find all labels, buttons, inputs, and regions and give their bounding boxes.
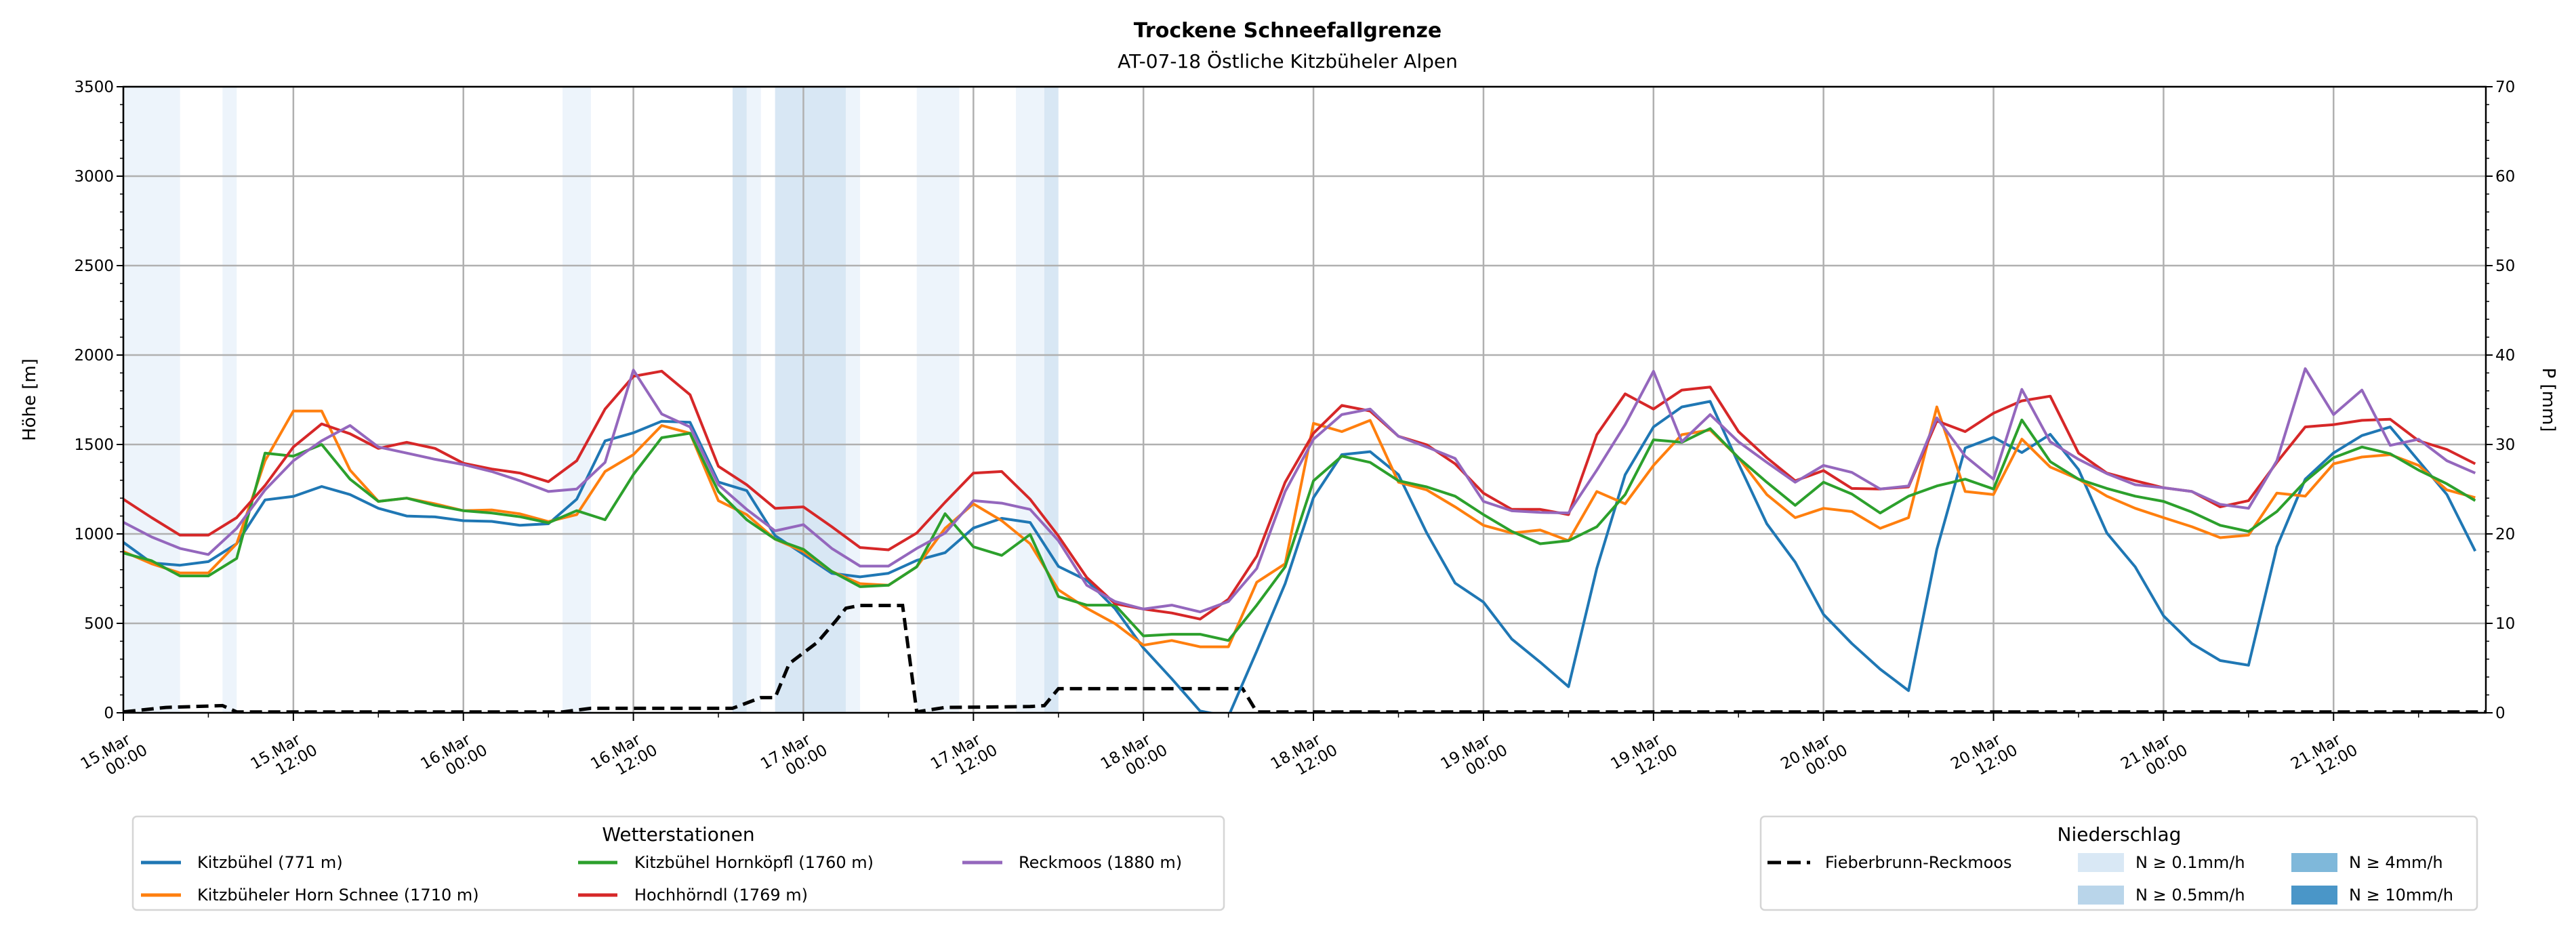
y-right-tick-label: 0 [2495,705,2506,722]
x-tick-label: 20.Mar00:00 [1778,726,1850,789]
legend-title: Niederschlag [2058,823,2182,846]
y-right-tick-label: 30 [2495,436,2515,454]
x-tick-label: 15.Mar12:00 [248,726,321,789]
precip-line-fieberbrunn-reckmoos [123,604,2486,713]
legend-swatch-n4 [2291,853,2337,872]
legend-label: N ≥ 0.5mm/h [2135,886,2245,905]
x-tick-label: 20.Mar12:00 [1948,726,2020,789]
legend-label: Kitzbühel (771 m) [197,853,343,872]
axes: 0 500 1000 1500 2000 2500 3000 3500 0 10 20 30 40 50 6… [74,79,2515,789]
y-axis-right-label: P [mm] [2538,368,2558,432]
series-line-0 [123,400,2477,713]
precip-band [222,87,237,713]
x-tick-label: 18.Mar12:00 [1268,726,1341,789]
x-tick-label: 21.Mar00:00 [2118,726,2190,789]
legend-label: Fieberbrunn-Reckmoos [1825,853,2011,872]
precip-band [775,87,846,713]
legend-label: N ≥ 0.1mm/h [2135,853,2245,872]
legend-precipitation: Niederschlag Fieberbrunn-Reckmoos N ≥ 0.… [1759,815,2478,911]
series-line-4 [123,367,2476,614]
chart-title: Trockene Schneefallgrenze [1134,19,1442,43]
x-tick-label: 17.Mar12:00 [928,726,1000,789]
legend-box [131,815,1225,911]
grid [122,85,2486,714]
plot-frame [122,85,2487,714]
legend-stations: Wetterstationen Kitzbühel (771 m) Kitzbü… [131,815,1225,911]
precip-band [1016,87,1044,713]
precip-band [123,87,180,713]
y-right-tick-label: 10 [2495,615,2515,633]
chart-subtitle: AT-07-18 Östliche Kitzbüheler Alpen [1118,49,1458,72]
series-lines [123,367,2486,713]
y-tick-label: 0 [104,705,114,722]
x-tick-label: 16.Mar12:00 [588,726,660,789]
y-right-tick-label: 40 [2495,347,2515,365]
x-tick-label: 17.Mar00:00 [758,726,830,789]
legend-swatch-n01 [2078,853,2124,872]
y-right-tick-label: 70 [2495,79,2515,96]
y-tick-label: 3000 [74,168,114,186]
x-tick-label: 16.Mar00:00 [417,726,490,789]
series-line-3 [123,369,2476,621]
precip-bands [123,87,1059,713]
y-tick-label: 1000 [74,526,114,543]
precip-band [732,87,747,713]
precip-band [563,87,591,713]
precip-band [846,87,861,713]
legend-label: N ≥ 10mm/h [2349,886,2453,905]
precip-band [916,87,960,713]
precip-band [746,87,761,713]
legend-swatch-n05 [2078,886,2124,905]
x-tick-label: 15.Mar00:00 [78,726,150,789]
legend-title: Wetterstationen [602,823,754,846]
y-right-tick-label: 60 [2495,168,2515,186]
x-tick-label: 19.Mar00:00 [1438,726,1511,789]
y-axis-label: Höhe [m] [20,358,40,441]
y-tick-label: 2500 [74,257,114,275]
y-tick-label: 500 [84,615,114,633]
legend-label: Hochhörndl (1769 m) [634,886,808,905]
y-right-tick-label: 20 [2495,526,2515,543]
x-tick-label: 19.Mar12:00 [1608,726,1681,789]
y-tick-label: 1500 [74,436,114,454]
x-tick-label: 18.Mar00:00 [1098,726,1170,789]
legend-swatch-n10 [2291,886,2337,905]
legend-label: Kitzbühel Hornköpfl (1760 m) [634,853,874,872]
y-tick-label: 3500 [74,79,114,96]
legend-label: N ≥ 4mm/h [2349,853,2443,872]
legend-label: Reckmoos (1880 m) [1019,853,1182,872]
series-line-2 [123,418,2476,642]
precip-band [1044,87,1059,713]
legend-label: Kitzbüheler Horn Schnee (1710 m) [197,886,479,905]
y-tick-label: 2000 [74,347,114,365]
x-tick-label: 21.Mar12:00 [2288,726,2360,789]
y-right-tick-label: 50 [2495,257,2515,275]
